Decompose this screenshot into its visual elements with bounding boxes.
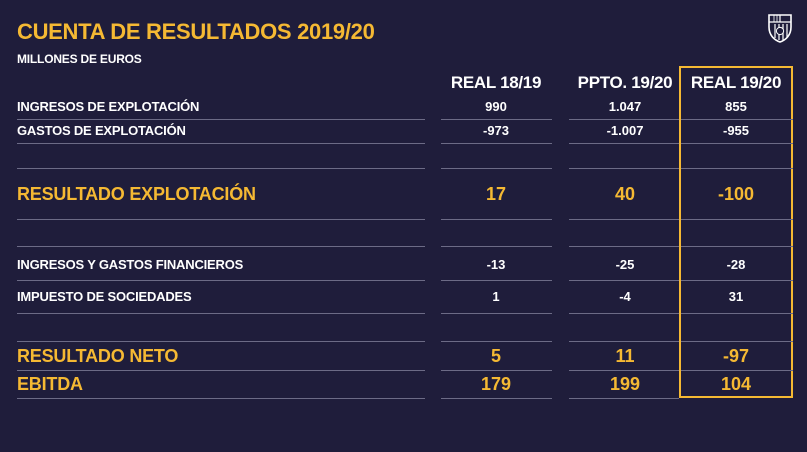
column-header-real-18-19: REAL 18/19 <box>450 73 542 92</box>
divider <box>681 280 793 281</box>
cell-real-18-19: 5 <box>490 346 501 366</box>
divider <box>681 246 793 247</box>
cell-ppto-19-20: 1.047 <box>608 99 642 114</box>
table-row-ebitda: EBITDA 179 199 104 <box>0 374 807 398</box>
cell-ppto-19-20: -4 <box>619 289 631 304</box>
divider <box>569 280 679 281</box>
divider <box>441 280 552 281</box>
divider <box>17 398 425 399</box>
divider <box>441 398 552 399</box>
cell-real-18-19: 179 <box>480 374 512 394</box>
divider <box>17 168 425 169</box>
divider <box>569 119 679 120</box>
table-row-ingresos-explotacion: INGRESOS DE EXPLOTACIÓN 990 1.047 855 <box>0 99 807 119</box>
table-row-resultado-explotacion: RESULTADO EXPLOTACIÓN 17 40 -100 <box>0 184 807 208</box>
divider <box>441 168 552 169</box>
cell-real-18-19: -13 <box>486 257 506 272</box>
divider <box>441 143 552 144</box>
cell-ppto-19-20: 40 <box>614 184 636 204</box>
cell-real-18-19: 17 <box>485 184 507 204</box>
row-label: RESULTADO EXPLOTACIÓN <box>17 184 256 204</box>
cell-real-19-20: 855 <box>725 99 747 114</box>
divider <box>569 219 679 220</box>
divider <box>17 246 425 247</box>
row-label: IMPUESTO DE SOCIEDADES <box>17 289 192 304</box>
cell-ppto-19-20: -1.007 <box>606 123 644 138</box>
divider <box>441 219 552 220</box>
divider <box>681 168 793 169</box>
divider <box>441 341 552 342</box>
page-subtitle: MILLONES DE EUROS <box>17 52 142 66</box>
cell-real-18-19: 990 <box>485 99 507 114</box>
divider <box>569 168 679 169</box>
row-label: INGRESOS Y GASTOS FINANCIEROS <box>17 257 244 272</box>
divider <box>17 280 425 281</box>
divider <box>569 398 679 399</box>
divider <box>17 143 425 144</box>
divider <box>17 219 425 220</box>
divider <box>681 370 793 371</box>
cell-ppto-19-20: 11 <box>615 346 635 366</box>
table-row-ingresos-gastos-financieros: INGRESOS Y GASTOS FINANCIEROS -13 -25 -2… <box>0 257 807 277</box>
cell-real-19-20: -97 <box>722 346 749 366</box>
row-label: INGRESOS DE EXPLOTACIÓN <box>17 99 200 114</box>
cell-real-19-20: -28 <box>726 257 746 272</box>
divider <box>569 341 679 342</box>
cell-ppto-19-20: 199 <box>609 374 641 394</box>
row-label: GASTOS DE EXPLOTACIÓN <box>17 123 186 138</box>
table-row-gastos-explotacion: GASTOS DE EXPLOTACIÓN -973 -1.007 -955 <box>0 123 807 143</box>
divider <box>441 370 552 371</box>
column-header-ppto-19-20: PPTO. 19/20 <box>577 73 673 92</box>
divider <box>681 313 793 314</box>
cell-real-18-19: 1 <box>492 289 500 304</box>
divider <box>441 246 552 247</box>
cell-real-19-20: -955 <box>722 123 750 138</box>
divider <box>681 119 793 120</box>
cell-real-18-19: -973 <box>482 123 510 138</box>
divider <box>17 119 425 120</box>
divider <box>441 119 552 120</box>
row-label: EBITDA <box>17 374 83 394</box>
divider <box>17 313 425 314</box>
divider <box>569 143 679 144</box>
cell-real-19-20: 31 <box>728 289 744 304</box>
divider <box>681 341 793 342</box>
table-row-resultado-neto: RESULTADO NETO 5 11 -97 <box>0 346 807 370</box>
divider <box>569 370 679 371</box>
fc-barcelona-crest-icon <box>768 14 792 43</box>
divider <box>681 219 793 220</box>
cell-real-19-20: -100 <box>717 184 755 204</box>
cell-real-19-20: 104 <box>720 374 752 394</box>
table-row-impuesto-sociedades: IMPUESTO DE SOCIEDADES 1 -4 31 <box>0 289 807 309</box>
divider <box>681 143 793 144</box>
divider <box>17 341 425 342</box>
row-label: RESULTADO NETO <box>17 346 179 366</box>
divider <box>569 313 679 314</box>
cell-ppto-19-20: -25 <box>615 257 635 272</box>
column-header-real-19-20: REAL 19/20 <box>690 73 782 92</box>
divider <box>441 313 552 314</box>
page-title: CUENTA DE RESULTADOS 2019/20 <box>17 19 375 44</box>
divider <box>17 370 425 371</box>
highlighted-column-frame <box>679 66 793 398</box>
divider <box>569 246 679 247</box>
